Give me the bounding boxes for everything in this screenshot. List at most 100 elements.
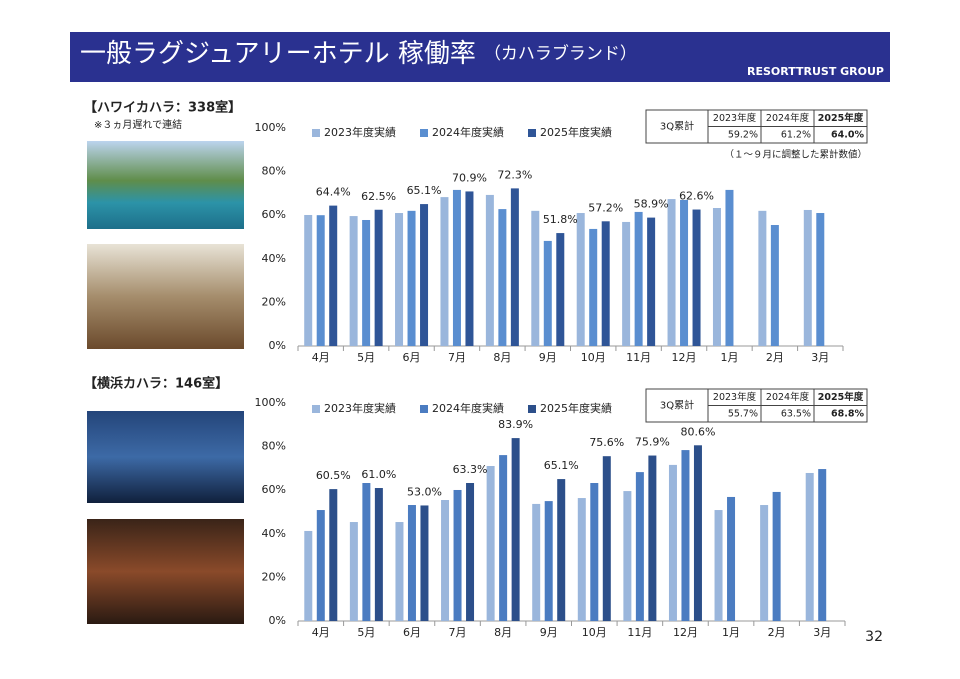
y-tick-label: 20% (262, 295, 286, 308)
bar (577, 498, 586, 621)
bar (602, 456, 611, 621)
legend-label: 2023年度実績 (324, 401, 396, 415)
x-tick-label: 10月 (582, 626, 607, 639)
y-tick-label: 20% (262, 570, 286, 583)
legend-label: 2024年度実績 (432, 401, 504, 415)
value-label: 63.3% (453, 463, 488, 476)
x-tick-label: 7月 (448, 351, 466, 364)
bar (601, 221, 610, 346)
x-tick-label: 12月 (672, 351, 697, 364)
summary-value: 61.2% (781, 129, 811, 140)
slide-title: 一般ラグジュアリーホテル 稼働率 （カハラブランド） (80, 39, 637, 69)
summary-header: 2025年度 (818, 391, 864, 403)
bar (589, 228, 598, 346)
bar (667, 199, 676, 346)
value-label: 62.6% (679, 190, 714, 203)
bar (486, 466, 495, 621)
value-label: 65.1% (544, 459, 579, 472)
bar (466, 483, 475, 621)
legend-label: 2025年度実績 (540, 401, 612, 415)
bar (635, 472, 644, 621)
x-tick-label: 1月 (722, 626, 740, 639)
bar (770, 225, 779, 346)
bar (803, 209, 812, 346)
x-tick-label: 3月 (813, 626, 831, 639)
title-bar (70, 32, 890, 82)
x-tick-label: 9月 (540, 626, 558, 639)
value-label: 75.9% (635, 436, 670, 449)
bar (816, 213, 825, 346)
legend-swatch (420, 129, 428, 137)
bar (576, 213, 585, 346)
y-tick-label: 40% (262, 252, 286, 265)
bar (440, 197, 449, 346)
bar (329, 489, 338, 621)
x-tick-label: 1月 (720, 351, 738, 364)
y-tick-label: 0% (269, 339, 286, 352)
bar (499, 455, 508, 621)
legend-swatch (312, 129, 320, 137)
summary-cell (645, 388, 709, 423)
value-label: 65.1% (407, 184, 442, 197)
value-label: 60.5% (316, 469, 351, 482)
bar (395, 522, 404, 621)
bar (374, 209, 383, 346)
legend-swatch (420, 405, 428, 413)
bar (725, 189, 734, 346)
bar (349, 522, 358, 621)
y-tick-label: 100% (255, 121, 286, 134)
bar (544, 501, 553, 621)
summary-label: 3Q累計 (660, 399, 694, 412)
bar (304, 214, 313, 346)
summary-value: 59.2% (728, 129, 758, 140)
x-tick-label: 12月 (673, 626, 698, 639)
summary-header: 2023年度 (713, 112, 757, 124)
bar (590, 483, 599, 621)
bar (407, 210, 416, 346)
x-tick-label: 4月 (312, 351, 330, 364)
x-tick-label: 8月 (493, 351, 511, 364)
legend-label: 2023年度実績 (324, 125, 396, 139)
bar (818, 469, 827, 621)
value-label: 72.3% (497, 168, 532, 181)
title: 一般ラグジュアリーホテル 稼働率 (80, 39, 476, 69)
bar (623, 491, 632, 621)
bar (316, 510, 325, 621)
bar (543, 240, 552, 346)
bar (758, 210, 767, 346)
x-tick-label: 3月 (811, 351, 829, 364)
value-label: 83.9% (498, 418, 533, 431)
x-tick-label: 11月 (626, 351, 651, 364)
bar (407, 505, 416, 621)
bar (668, 464, 677, 621)
x-tick-label: 11月 (627, 626, 652, 639)
summary-header: 2023年度 (713, 391, 757, 403)
value-label: 62.5% (361, 190, 396, 203)
x-tick-label: 8月 (494, 626, 512, 639)
x-tick-label: 2月 (768, 626, 786, 639)
photo (87, 519, 244, 624)
bar (557, 479, 566, 621)
summary-header: 2025年度 (818, 112, 864, 124)
bar (510, 188, 519, 346)
brand: RESORTTRUST GROUP (747, 65, 884, 78)
legend-label: 2024年度実績 (432, 125, 504, 139)
bar (316, 215, 325, 346)
bar (714, 510, 723, 621)
y-tick-label: 60% (262, 208, 286, 221)
bar (453, 489, 462, 621)
photo (87, 141, 244, 229)
value-label: 51.8% (543, 213, 578, 226)
photo (87, 411, 244, 503)
summary-header: 2024年度 (766, 112, 810, 124)
summary-note: （１～９月に調整した累計数値） (724, 149, 867, 161)
legend-label: 2025年度実績 (540, 125, 612, 139)
bar (805, 472, 814, 621)
bar (532, 503, 541, 621)
bar (680, 199, 689, 346)
bar (362, 219, 371, 346)
bar (452, 189, 461, 346)
y-tick-label: 80% (262, 440, 286, 453)
x-tick-label: 9月 (539, 351, 557, 364)
x-tick-label: 10月 (581, 351, 606, 364)
